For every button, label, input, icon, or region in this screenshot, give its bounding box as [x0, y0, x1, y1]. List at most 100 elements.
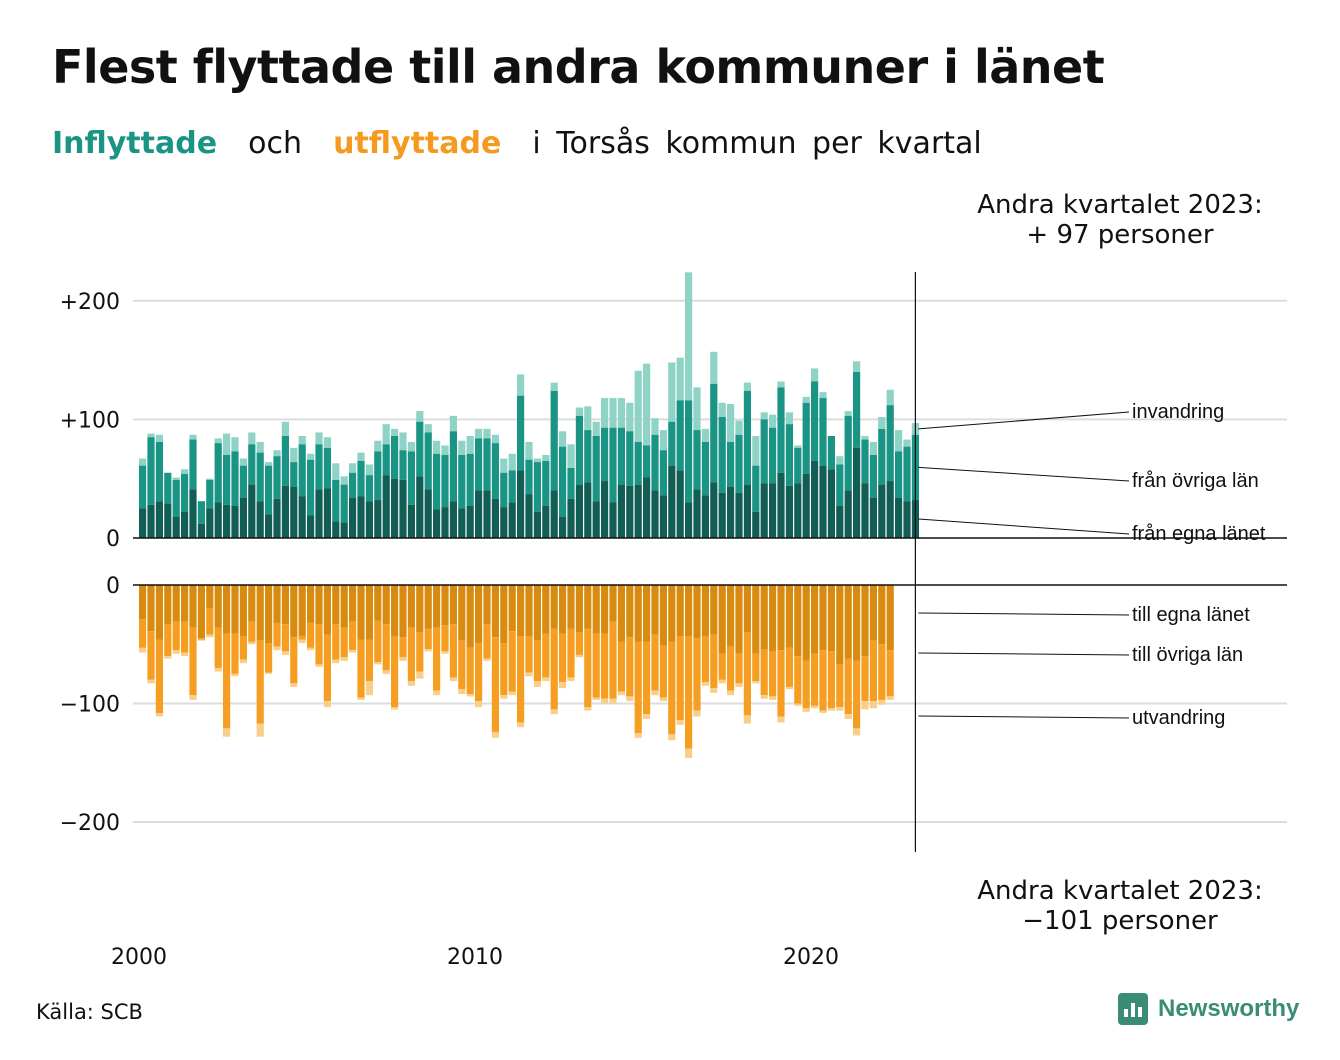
- bar-in-ovriga-lan: [685, 400, 693, 503]
- bar-in-invandring: [542, 454, 550, 461]
- bar-out-utvandring: [172, 650, 180, 654]
- bar-in-ovriga-lan: [391, 436, 399, 479]
- bar-in-egna-lanet: [634, 484, 642, 538]
- bar-out-ovriga-lan: [836, 664, 844, 708]
- bar-in-invandring: [592, 421, 600, 437]
- bar-in-ovriga-lan: [290, 462, 298, 488]
- bar-in-invandring: [844, 411, 852, 416]
- bar-in-egna-lanet: [206, 508, 214, 538]
- bar-out-utvandring: [819, 710, 827, 713]
- bar-in-invandring: [239, 458, 247, 466]
- bar-in-invandring: [693, 387, 701, 431]
- bar-in-egna-lanet: [315, 489, 323, 538]
- bar-in-ovriga-lan: [147, 437, 155, 505]
- bar-out-utvandring: [794, 703, 802, 706]
- bar-out-egna-lanet: [525, 585, 533, 636]
- bar-in-invandring: [710, 351, 718, 384]
- bar-in-egna-lanet: [155, 501, 163, 538]
- bar-out-ovriga-lan: [164, 624, 172, 657]
- bar-in-invandring: [794, 445, 802, 448]
- bar-in-invandring: [617, 398, 625, 428]
- bar-in-egna-lanet: [869, 497, 877, 538]
- bar-in-invandring: [567, 444, 575, 469]
- bar-out-egna-lanet: [307, 585, 315, 623]
- bar-in-ovriga-lan: [693, 430, 701, 490]
- bar-in-egna-lanet: [164, 503, 172, 538]
- bar-in-ovriga-lan: [357, 460, 365, 497]
- bar-out-utvandring: [273, 646, 281, 651]
- bar-in-egna-lanet: [214, 502, 222, 538]
- bar-out-ovriga-lan: [542, 633, 550, 678]
- bar-out-ovriga-lan: [265, 643, 273, 673]
- bar-in-egna-lanet: [248, 484, 256, 538]
- bar-out-egna-lanet: [248, 585, 256, 622]
- bar-in-ovriga-lan: [407, 451, 415, 505]
- y-tick-in: 0: [106, 527, 120, 552]
- bar-out-utvandring: [617, 691, 625, 696]
- brand-logo[interactable]: Newsworthy: [1118, 993, 1299, 1025]
- bar-in-ovriga-lan: [634, 441, 642, 485]
- bar-out-ovriga-lan: [802, 660, 810, 709]
- bar-out-utvandring: [718, 679, 726, 684]
- bar-in-ovriga-lan: [643, 445, 651, 478]
- bar-out-ovriga-lan: [710, 634, 718, 689]
- bar-in-ovriga-lan: [491, 443, 499, 499]
- bar-in-egna-lanet: [895, 497, 903, 538]
- bar-in-invandring: [273, 450, 281, 457]
- bar-in-ovriga-lan: [542, 460, 550, 506]
- bar-out-utvandring: [399, 657, 407, 661]
- bar-in-ovriga-lan: [861, 439, 869, 484]
- bar-in-egna-lanet: [290, 487, 298, 538]
- bar-in-ovriga-lan: [895, 451, 903, 498]
- bar-out-utvandring: [307, 647, 315, 651]
- bar-out-egna-lanet: [743, 585, 751, 633]
- bar-in-egna-lanet: [584, 482, 592, 538]
- bar-in-invandring: [777, 381, 785, 388]
- bar-out-egna-lanet: [794, 585, 802, 657]
- bar-in-egna-lanet: [365, 501, 373, 538]
- series-label-leader: [918, 652, 1130, 656]
- bar-in-invandring: [903, 439, 911, 447]
- bar-in-ovriga-lan: [777, 387, 785, 473]
- bar-in-egna-lanet: [139, 508, 147, 538]
- bar-in-egna-lanet: [626, 485, 634, 538]
- bar-out-egna-lanet: [147, 585, 155, 632]
- bar-out-egna-lanet: [609, 585, 617, 622]
- bar-in-invandring: [281, 421, 289, 437]
- bar-out-ovriga-lan: [323, 634, 331, 702]
- bar-in-invandring: [634, 370, 642, 442]
- series-label-leader: [918, 518, 1130, 535]
- bar-out-ovriga-lan: [332, 624, 340, 660]
- bar-in-ovriga-lan: [197, 501, 205, 524]
- bar-out-ovriga-lan: [794, 656, 802, 704]
- bar-in-ovriga-lan: [827, 436, 835, 470]
- bar-out-utvandring: [693, 710, 701, 717]
- subtitle-inflyttade: Inflyttade: [52, 126, 218, 161]
- bar-in-invandring: [811, 368, 819, 382]
- bar-out-ovriga-lan: [197, 638, 205, 640]
- bar-in-invandring: [181, 469, 189, 474]
- bar-out-ovriga-lan: [643, 641, 651, 715]
- x-tick-label: 2020: [783, 945, 839, 970]
- bar-out-utvandring: [802, 708, 810, 712]
- bar-out-egna-lanet: [382, 585, 390, 625]
- bar-out-ovriga-lan: [399, 637, 407, 658]
- bar-out-utvandring: [743, 715, 751, 724]
- bar-in-egna-lanet: [752, 511, 760, 538]
- bar-in-invandring: [735, 420, 743, 435]
- bar-out-egna-lanet: [853, 585, 861, 661]
- bar-in-egna-lanet: [609, 502, 617, 538]
- bar-in-invandring: [609, 398, 617, 428]
- annotation-top: Andra kvartalet 2023: + 97 personer: [950, 190, 1290, 250]
- bar-out-utvandring: [315, 664, 323, 667]
- bar-in-ovriga-lan: [869, 454, 877, 498]
- bar-out-ovriga-lan: [609, 621, 617, 699]
- bar-in-ovriga-lan: [206, 479, 214, 509]
- bar-in-ovriga-lan: [701, 441, 709, 496]
- bar-out-ovriga-lan: [491, 637, 499, 732]
- bar-in-ovriga-lan: [575, 415, 583, 485]
- y-tick-in: +200: [60, 290, 120, 315]
- bar-out-ovriga-lan: [382, 624, 390, 671]
- bar-out-ovriga-lan: [601, 633, 609, 699]
- bar-out-egna-lanet: [155, 585, 163, 640]
